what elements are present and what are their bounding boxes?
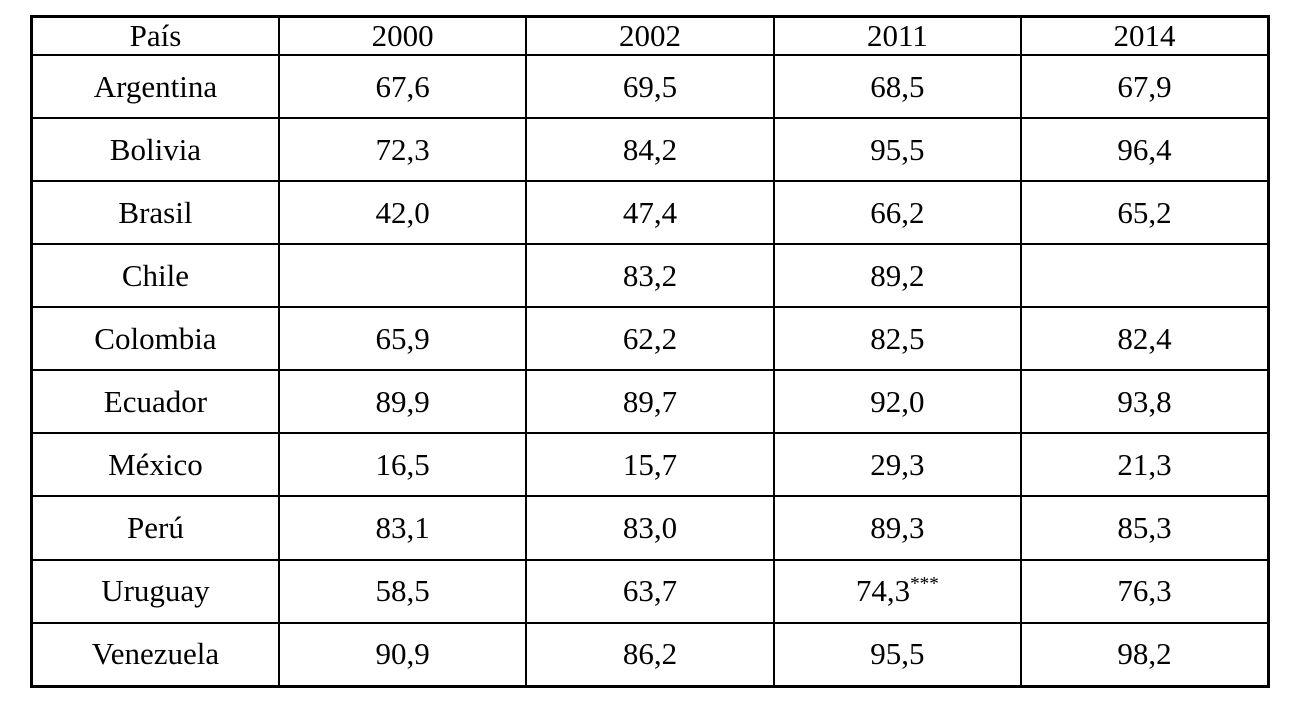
- country-cell: Perú: [30, 495, 280, 561]
- value-cell: 65,2: [1020, 180, 1270, 246]
- table-row: Perú 83,1 83,0 89,3 85,3: [30, 495, 1270, 561]
- table-row: México 16,5 15,7 29,3 21,3: [30, 432, 1270, 498]
- country-cell: Chile: [30, 243, 280, 309]
- country-cell: Bolivia: [30, 117, 280, 183]
- value-cell: 21,3: [1020, 432, 1270, 498]
- value-cell: 29,3: [772, 432, 1023, 498]
- country-cell: Uruguay: [30, 558, 280, 624]
- value-cell: 42,0: [277, 180, 528, 246]
- value-cell: 83,0: [525, 495, 775, 561]
- value-cell: 66,2: [772, 180, 1023, 246]
- value-cell: 85,3: [1020, 495, 1270, 561]
- value-cell: 98,2: [1020, 621, 1270, 688]
- value-cell: 89,2: [772, 243, 1023, 309]
- value-cell: 74,3***: [772, 558, 1023, 624]
- table-row: Ecuador 89,9 89,7 92,0 93,8: [30, 369, 1270, 435]
- value-cell: 63,7: [525, 558, 775, 624]
- value-cell: 84,2: [525, 117, 775, 183]
- country-cell: Argentina: [30, 53, 280, 120]
- value-cell: 58,5: [277, 558, 528, 624]
- table-header-row: País 2000 2002 2011 2014: [30, 15, 1270, 56]
- value-cell: 67,6: [277, 53, 528, 120]
- value-cell: 69,5: [525, 53, 775, 120]
- value-cell: 92,0: [772, 369, 1023, 435]
- value-cell: 86,2: [525, 621, 775, 688]
- table-row: Venezuela 90,9 86,2 95,5 98,2: [30, 621, 1270, 688]
- value-cell: 89,3: [772, 495, 1023, 561]
- table-row: Bolivia 72,3 84,2 95,5 96,4: [30, 117, 1270, 183]
- table-header: País 2000 2002 2011 2014: [30, 15, 1270, 56]
- country-cell: Ecuador: [30, 369, 280, 435]
- country-cell: Brasil: [30, 180, 280, 246]
- country-cell: Venezuela: [30, 621, 280, 688]
- country-cell: Colombia: [30, 306, 280, 372]
- table-row: Argentina 67,6 69,5 68,5 67,9: [30, 53, 1270, 120]
- value-cell: 65,9: [277, 306, 528, 372]
- significance-marker: ***: [910, 573, 939, 595]
- table-row: Colombia 65,9 62,2 82,5 82,4: [30, 306, 1270, 372]
- country-year-data-table: País 2000 2002 2011 2014 Argentina 67,6 69,5 68…: [30, 15, 1270, 688]
- value-cell: 67,9: [1020, 53, 1270, 120]
- value-cell: 72,3: [277, 117, 528, 183]
- value-cell: 90,9: [277, 621, 528, 688]
- country-cell: México: [30, 432, 280, 498]
- value-cell: 16,5: [277, 432, 528, 498]
- value-cell: 15,7: [525, 432, 775, 498]
- column-header-year-2000: 2000: [277, 15, 528, 56]
- value-cell: 82,4: [1020, 306, 1270, 372]
- value-cell: 96,4: [1020, 117, 1270, 183]
- table-row: Uruguay 58,5 63,7 74,3*** 76,3: [30, 558, 1270, 624]
- value-cell: [1020, 243, 1270, 309]
- value-cell: 93,8: [1020, 369, 1270, 435]
- table-row: Brasil 42,0 47,4 66,2 65,2: [30, 180, 1270, 246]
- value-cell: [277, 243, 528, 309]
- value-cell: 95,5: [772, 117, 1023, 183]
- value-cell: 82,5: [772, 306, 1023, 372]
- value-cell: 89,9: [277, 369, 528, 435]
- table-row: Chile 83,2 89,2: [30, 243, 1270, 309]
- column-header-year-2011: 2011: [772, 15, 1023, 56]
- value-cell: 68,5: [772, 53, 1023, 120]
- column-header-year-2002: 2002: [525, 15, 775, 56]
- value-cell: 83,1: [277, 495, 528, 561]
- column-header-year-2014: 2014: [1020, 15, 1270, 56]
- value-cell: 95,5: [772, 621, 1023, 688]
- value-cell: 83,2: [525, 243, 775, 309]
- value-cell: 76,3: [1020, 558, 1270, 624]
- value-cell: 62,2: [525, 306, 775, 372]
- column-header-country: País: [30, 15, 280, 56]
- value-cell: 47,4: [525, 180, 775, 246]
- table-body: Argentina 67,6 69,5 68,5 67,9 Bolivia 72,3 84,2…: [30, 53, 1270, 688]
- value-cell: 89,7: [525, 369, 775, 435]
